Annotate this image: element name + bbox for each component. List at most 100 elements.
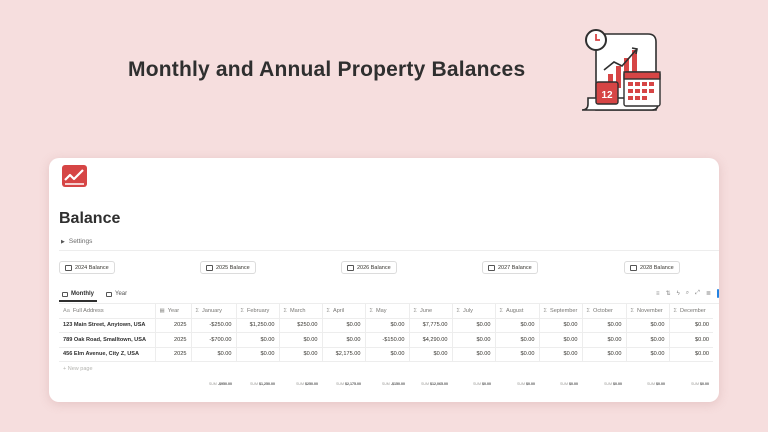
cell[interactable]: $0.00	[626, 347, 670, 362]
column-header[interactable]: Σ May	[365, 304, 410, 319]
balance-2026-button[interactable]: 2026 Balance	[341, 261, 397, 274]
cell[interactable]: -$250.00	[191, 318, 237, 333]
column-header-label: February	[246, 307, 270, 314]
view-tabs: Monthly Year	[59, 289, 130, 299]
cell[interactable]: $0.00	[365, 318, 410, 333]
table-row[interactable]: 123 Main Street, Anytown, USA 2025 -$250…	[59, 318, 713, 333]
cell[interactable]: $0.00	[539, 332, 583, 348]
column-header[interactable]: Σ April	[322, 304, 366, 319]
formula-icon: Σ	[586, 307, 590, 314]
cell[interactable]: $0.00	[236, 347, 280, 362]
column-header[interactable]: Σ January	[191, 304, 237, 319]
cell[interactable]: $0.00	[409, 347, 453, 362]
automation-icon[interactable]: ϟ	[676, 290, 680, 297]
cell[interactable]: 2025	[155, 347, 192, 362]
cell[interactable]: $250.00	[279, 318, 323, 333]
sum-cell[interactable]: SUM $0.00	[517, 382, 535, 386]
column-header[interactable]: Σ February	[236, 304, 280, 319]
trend-chart-icon[interactable]	[62, 165, 87, 187]
sum-cell[interactable]: SUM $1,250.00	[250, 382, 275, 386]
balance-2027-button[interactable]: 2027 Balance	[482, 261, 538, 274]
column-header[interactable]: ▦ Year	[155, 304, 192, 319]
tab-label: Year	[115, 291, 128, 297]
cell[interactable]: $0.00	[279, 347, 323, 362]
settings-toggle[interactable]: ▶ Settings	[61, 238, 92, 245]
expand-icon[interactable]: ⤢	[695, 290, 700, 296]
sum-cell[interactable]: SUM $0.00	[691, 382, 709, 386]
cell[interactable]: $0.00	[322, 332, 366, 348]
cell[interactable]: $0.00	[452, 347, 496, 362]
cell[interactable]: $0.00	[539, 318, 583, 333]
column-header[interactable]: Σ November	[626, 304, 670, 319]
new-page-button[interactable]: + New page	[63, 366, 93, 372]
cell[interactable]: -$700.00	[191, 332, 237, 348]
cell[interactable]: $0.00	[236, 332, 280, 348]
sum-cell[interactable]: SUM -$150.00	[381, 382, 405, 386]
calendar-icon	[206, 264, 213, 271]
sum-cell[interactable]: SUM $0.00	[473, 382, 491, 386]
column-header[interactable]: Σ June	[409, 304, 453, 319]
column-header[interactable]: Σ October	[582, 304, 627, 319]
cell[interactable]: $1,250.00	[236, 318, 280, 333]
column-header[interactable]: Σ September	[539, 304, 583, 319]
balance-2024-button[interactable]: 2024 Balance	[59, 261, 115, 274]
balance-2025-button[interactable]: 2025 Balance	[200, 261, 256, 274]
cell[interactable]: $0.00	[452, 318, 496, 333]
cell[interactable]: 2025	[155, 318, 192, 333]
tab-monthly[interactable]: Monthly	[59, 289, 97, 299]
table-row[interactable]: 456 Elm Avenue, City Z, USA 2025 $0.00 $…	[59, 347, 713, 362]
cell[interactable]: $0.00	[191, 347, 237, 362]
table-icon	[62, 291, 68, 297]
filter-icon[interactable]: ≡	[656, 290, 660, 297]
cell[interactable]: $0.00	[669, 332, 713, 348]
cell[interactable]: 456 Elm Avenue, City Z, USA	[59, 347, 156, 362]
cell[interactable]: 789 Oak Road, Smalltown, USA	[59, 332, 156, 348]
sum-cell[interactable]: SUM $0.00	[604, 382, 622, 386]
cell[interactable]: $0.00	[669, 347, 713, 362]
column-header[interactable]: Σ August	[495, 304, 540, 319]
cell[interactable]: $0.00	[452, 332, 496, 348]
sum-cell[interactable]	[155, 382, 191, 386]
column-header[interactable]: Σ July	[452, 304, 496, 319]
cell[interactable]: $0.00	[365, 347, 410, 362]
sum-cell[interactable]: SUM $2,175.00	[336, 382, 361, 386]
cell[interactable]: 123 Main Street, Anytown, USA	[59, 318, 156, 333]
table-row[interactable]: 789 Oak Road, Smalltown, USA 2025 -$700.…	[59, 332, 713, 348]
cell[interactable]: -$150.00	[365, 332, 410, 348]
column-header[interactable]: Aa Full Address	[59, 304, 156, 319]
cell[interactable]: $0.00	[322, 318, 366, 333]
cell[interactable]: $0.00	[582, 318, 627, 333]
balance-2028-button[interactable]: 2028 Balance	[624, 261, 680, 274]
sum-cell[interactable]: SUM $250.00	[296, 382, 318, 386]
sum-cell[interactable]: SUM $0.00	[560, 382, 578, 386]
new-button-edge[interactable]	[717, 289, 719, 298]
calendar-icon	[347, 264, 354, 271]
sum-cell[interactable]: SUM $12,065.00	[421, 382, 448, 386]
cell[interactable]: $7,775.00	[409, 318, 453, 333]
cell[interactable]: $0.00	[495, 347, 540, 362]
column-header[interactable]: Σ December	[669, 304, 713, 319]
cell[interactable]: $0.00	[582, 332, 627, 348]
sum-cell[interactable]: SUM -$950.00	[208, 382, 232, 386]
cell[interactable]: $0.00	[582, 347, 627, 362]
cell[interactable]: $2,175.00	[322, 347, 366, 362]
cell[interactable]: $0.00	[626, 318, 670, 333]
settings-sliders-icon[interactable]: ≣	[705, 291, 711, 297]
formula-icon: Σ	[326, 307, 330, 314]
search-icon[interactable]: ⌕	[685, 290, 690, 296]
cell[interactable]: $0.00	[279, 332, 323, 348]
cell[interactable]: $0.00	[626, 332, 670, 348]
notion-page-card: Balance ▶ Settings 2024 Balance 2025 Bal…	[49, 158, 719, 402]
cell[interactable]: $0.00	[669, 318, 713, 333]
cell[interactable]: $0.00	[495, 332, 540, 348]
column-header[interactable]: Σ March	[279, 304, 323, 319]
cell[interactable]: 2025	[155, 332, 192, 348]
table-top-border	[59, 303, 719, 304]
cell[interactable]: $0.00	[539, 347, 583, 362]
tab-year[interactable]: Year	[103, 289, 130, 299]
sum-cell[interactable]: SUM $0.00	[647, 382, 665, 386]
cell[interactable]: $4,290.00	[409, 332, 453, 348]
sum-cell[interactable]	[59, 382, 155, 386]
cell[interactable]: $0.00	[495, 318, 540, 333]
sort-icon[interactable]: ⇅	[665, 291, 671, 297]
